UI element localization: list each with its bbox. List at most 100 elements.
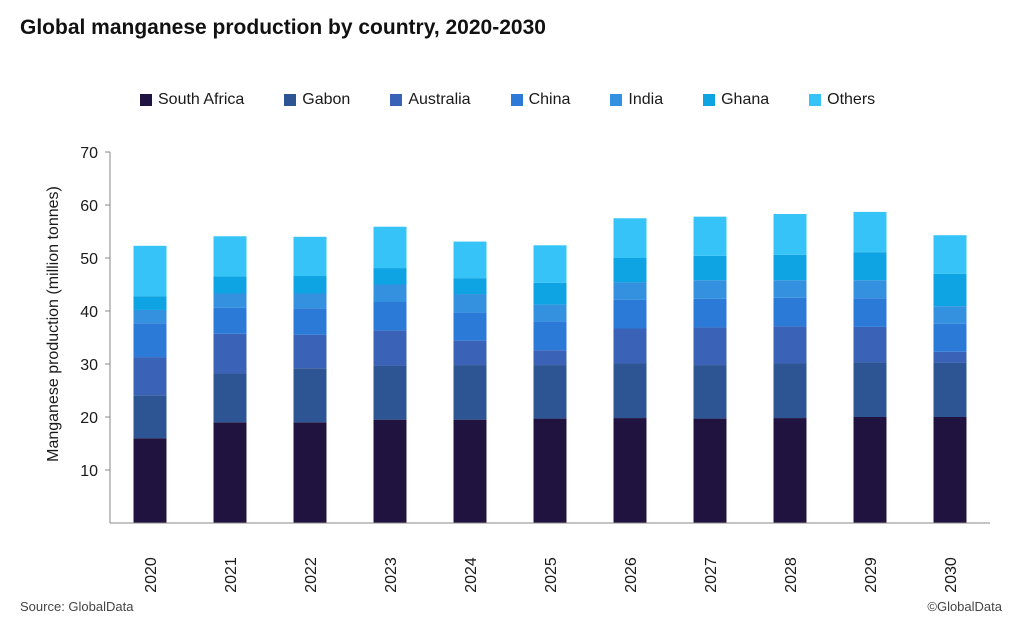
legend-swatch: [809, 94, 822, 106]
legend-item-south-africa: South Africa: [140, 91, 244, 109]
bar-segment-india-2021: [213, 293, 247, 308]
y-tick-label: 30: [80, 357, 98, 374]
legend-item-australia: Australia: [390, 91, 471, 109]
bar-segment-china-2021: [213, 307, 247, 334]
bar-segment-china-2020: [133, 323, 167, 358]
bar-segment-ghana-2028: [773, 254, 807, 281]
bar-segment-india-2025: [533, 304, 567, 322]
x-tick-label: 2027: [703, 557, 720, 593]
bar-segment-india-2023: [373, 284, 407, 302]
x-tick-label: 2028: [783, 557, 800, 593]
bar-segment-india-2027: [693, 280, 727, 299]
legend-item-others: Others: [809, 91, 875, 109]
bar-segment-south-africa-2024: [453, 419, 487, 523]
bar-segment-china-2025: [533, 321, 567, 351]
bar-segment-others-2030: [933, 235, 967, 274]
bar-segment-ghana-2030: [933, 273, 967, 307]
y-axis-title: Manganese production (million tonnes): [45, 186, 62, 462]
bar-segment-china-2026: [613, 299, 647, 329]
bar-segment-south-africa-2022: [293, 422, 327, 523]
bar-segment-ghana-2023: [373, 268, 407, 285]
y-tick-label: 70: [80, 145, 98, 162]
legend-item-india: India: [610, 91, 663, 109]
bar-segment-gabon-2028: [773, 363, 807, 419]
bar-segment-south-africa-2028: [773, 418, 807, 523]
legend-swatch: [610, 94, 623, 106]
y-tick-label: 40: [80, 304, 98, 321]
chart-title: Global manganese production by country, …: [20, 16, 546, 39]
bar-segment-ghana-2027: [693, 255, 727, 281]
bar-segment-australia-2021: [213, 333, 247, 374]
bar-segment-gabon-2030: [933, 362, 967, 417]
bar-segment-others-2026: [613, 218, 647, 258]
bar-segment-south-africa-2020: [133, 438, 167, 523]
y-tick-label: 20: [80, 410, 98, 427]
bar-segment-india-2022: [293, 293, 327, 309]
legend-swatch: [390, 94, 403, 106]
bar-segment-gabon-2021: [213, 373, 247, 423]
bar-segment-china-2024: [453, 312, 487, 341]
bar-segment-others-2021: [213, 236, 247, 277]
legend-swatch: [140, 94, 152, 106]
bar-segment-south-africa-2026: [613, 418, 647, 523]
bar-segment-china-2023: [373, 301, 407, 331]
bar-segment-australia-2028: [773, 326, 807, 364]
bar-segment-australia-2027: [693, 327, 727, 366]
x-tick-label: 2030: [943, 557, 960, 593]
bar-segment-south-africa-2025: [533, 418, 567, 523]
bar-segment-others-2024: [453, 241, 487, 279]
x-tick-label: 2021: [223, 557, 240, 593]
y-tick-label: 50: [80, 251, 98, 268]
bar-segment-ghana-2020: [133, 296, 167, 310]
bar-segment-australia-2020: [133, 357, 167, 396]
legend-label: South Africa: [158, 91, 245, 108]
legend-item-ghana: Ghana: [703, 91, 769, 109]
y-tick-label: 10: [80, 463, 98, 480]
bar-segment-china-2027: [693, 298, 727, 328]
bar-segment-india-2026: [613, 282, 647, 300]
bar-segment-china-2022: [293, 308, 327, 335]
bar-segment-india-2029: [853, 280, 887, 299]
bar-segment-gabon-2020: [133, 395, 167, 439]
legend-label: Australia: [408, 91, 471, 108]
bar-segment-south-africa-2021: [213, 422, 247, 523]
bar-segment-ghana-2024: [453, 278, 487, 295]
bar-segment-others-2029: [853, 211, 887, 253]
copyright-note: ©GlobalData: [927, 599, 1002, 614]
legend-label: Gabon: [302, 91, 351, 108]
bar-segment-australia-2025: [533, 350, 567, 366]
x-tick-label: 2022: [303, 557, 320, 593]
legend-label: India: [628, 91, 664, 108]
bar-segment-india-2030: [933, 306, 967, 324]
bar-segment-others-2023: [373, 226, 407, 269]
bar-segment-gabon-2029: [853, 362, 887, 417]
bar-segment-south-africa-2023: [373, 419, 407, 523]
legend-item-gabon: Gabon: [284, 91, 350, 109]
legend-item-china: China: [510, 91, 570, 109]
bar-segment-ghana-2022: [293, 276, 327, 294]
bar-segment-others-2022: [293, 236, 327, 277]
x-tick-label: 2023: [383, 557, 400, 593]
bar-segment-others-2025: [533, 245, 567, 283]
x-tick-label: 2029: [863, 557, 880, 593]
bar-segment-china-2029: [853, 298, 887, 327]
bar-segment-australia-2029: [853, 326, 887, 363]
bar-segment-ghana-2025: [533, 282, 567, 305]
bar-segment-australia-2022: [293, 334, 327, 369]
bar-segment-ghana-2026: [613, 258, 647, 283]
x-tick-label: 2025: [543, 557, 560, 593]
bar-segment-south-africa-2027: [693, 418, 727, 523]
source-note: Source: GlobalData: [20, 599, 134, 614]
bar-segment-ghana-2021: [213, 276, 247, 294]
bar-segment-others-2028: [773, 214, 807, 255]
bar-segment-gabon-2024: [453, 365, 487, 420]
bar-segment-others-2020: [133, 245, 167, 297]
legend-swatch: [510, 94, 523, 106]
legend-label: Ghana: [721, 91, 770, 108]
bar-segment-gabon-2026: [613, 363, 647, 419]
bar-segment-australia-2026: [613, 328, 647, 364]
y-tick-label: 60: [80, 198, 98, 215]
bar-segment-gabon-2023: [373, 365, 407, 420]
bar-segment-india-2028: [773, 280, 807, 298]
bar-segment-australia-2023: [373, 330, 407, 366]
